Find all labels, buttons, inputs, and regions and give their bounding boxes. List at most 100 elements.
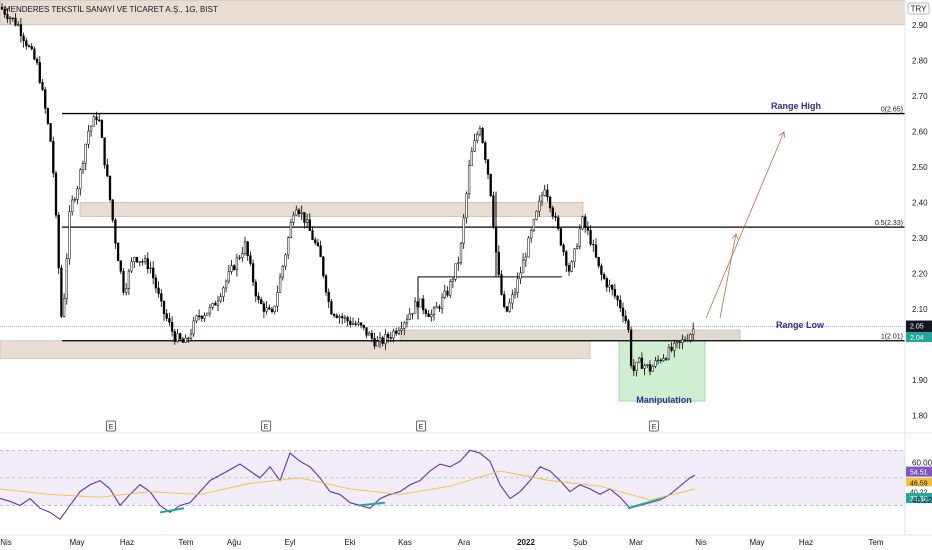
candle-body-199: [538, 200, 541, 212]
x-month-label-11: Mar: [629, 538, 643, 547]
x-month-label-15: Tem: [868, 538, 883, 547]
candle-body-174: [470, 151, 473, 166]
candle-body-62: [168, 318, 171, 323]
candle-body-81: [219, 296, 222, 302]
manipulation-label: Manipulation: [636, 395, 692, 405]
candle-body-99: [268, 307, 271, 310]
earnings-marker-3: [649, 420, 659, 432]
candle-body-32: [87, 130, 90, 145]
candle-body-114: [308, 219, 311, 231]
candle-body-143: [386, 334, 390, 338]
candle-body-182: [492, 195, 495, 227]
candle-body-135: [365, 327, 368, 336]
candle-body-85: [230, 265, 233, 272]
low-price-badge: [906, 332, 932, 342]
rsi-divergence-2: [627, 497, 663, 510]
candle-body-239: [646, 364, 649, 366]
level-label-2: 1(2.01): [881, 334, 903, 341]
candle-body-76: [206, 312, 209, 316]
range-low-label: Range Low: [776, 320, 825, 330]
candle-body-100: [270, 309, 274, 312]
candle-body-217: [586, 226, 590, 231]
candle-body-196: [530, 230, 533, 239]
candle-body-133: [359, 322, 363, 326]
y-tick-label-9: 1.90: [912, 376, 928, 385]
candle-body-220: [594, 244, 598, 258]
candle-body-200: [540, 195, 544, 202]
candle-body-75: [203, 314, 206, 319]
candle-body-88: [238, 257, 241, 259]
rsi-badge-value-2: 40.22: [910, 489, 928, 496]
candle-body-86: [233, 265, 236, 270]
candle-body-96: [260, 299, 263, 305]
price-axis: [905, 0, 932, 550]
currency-label: TRY: [911, 5, 928, 14]
candle-body-25: [68, 211, 71, 259]
candle-body-175: [473, 140, 476, 152]
candle-body-92: [249, 255, 252, 264]
candle-body-243: [656, 359, 660, 362]
x-month-label-8: Ara: [458, 538, 471, 547]
candle-body-131: [354, 323, 357, 325]
y-tick-label-1: 2.80: [912, 56, 928, 65]
y-tick-label-7: 2.20: [912, 269, 928, 278]
candle-body-113: [305, 219, 309, 223]
earnings-marker-label-2: E: [419, 424, 424, 431]
candle-body-31: [84, 143, 87, 164]
rsi-badge-value-3: 35.38: [910, 496, 928, 503]
candle-body-97: [262, 303, 266, 312]
rsi-line: [0, 449, 696, 520]
candle-body-212: [573, 248, 576, 263]
x-month-label-14: Haz: [799, 538, 813, 547]
candle-body-5: [14, 17, 17, 26]
candle-body-158: [427, 313, 430, 318]
y-tick-label-0: 2.90: [912, 21, 928, 30]
candle-body-222: [600, 265, 603, 275]
candle-body-112: [303, 212, 306, 223]
rsi-divergence-1: [357, 501, 386, 507]
candle-body-188: [508, 302, 511, 312]
candle-body-69: [187, 337, 190, 340]
candle-body-70: [189, 333, 193, 339]
candle-body-160: [432, 307, 436, 315]
candle-body-80: [216, 300, 220, 306]
candle-body-109: [295, 209, 298, 216]
candle-body-209: [565, 251, 568, 266]
candle-body-170: [459, 242, 463, 263]
candle-body-142: [384, 334, 387, 344]
candle-body-34: [92, 116, 95, 127]
candle-body-144: [389, 337, 392, 339]
candle-body-247: [667, 346, 671, 360]
candle-body-124: [335, 315, 338, 318]
candle-body-163: [440, 297, 444, 309]
rsi-badge-2: [906, 486, 932, 497]
candle-body-58: [157, 287, 160, 294]
y-tick-label-4: 2.50: [912, 163, 928, 172]
candle-body-0: [0, 6, 4, 10]
candle-body-74: [200, 315, 203, 319]
candle-body-49: [133, 256, 136, 262]
candle-body-153: [413, 301, 417, 314]
x-month-label-7: Kas: [398, 538, 412, 547]
level-label-1: 0.5(2.33): [875, 220, 903, 227]
candle-body-64: [173, 331, 176, 342]
candle-body-105: [284, 254, 287, 267]
candle-body-169: [457, 262, 460, 265]
candle-body-252: [681, 339, 684, 343]
candle-body-7: [19, 24, 23, 37]
candle-body-15: [41, 82, 44, 90]
earnings-marker-label-1: E: [264, 424, 269, 431]
projection-arrow-high: [705, 131, 785, 319]
x-month-label-3: Tem: [178, 538, 193, 547]
candle-body-106: [287, 237, 290, 256]
candle-body-241: [651, 366, 654, 372]
candle-body-256: [692, 328, 695, 335]
candle-body-129: [349, 320, 352, 325]
candle-body-28: [76, 188, 79, 200]
candle-body-24: [65, 258, 68, 299]
candle-body-73: [197, 315, 201, 317]
candle-body-194: [524, 256, 527, 261]
candle-body-18: [49, 123, 52, 142]
candle-body-77: [208, 307, 212, 314]
